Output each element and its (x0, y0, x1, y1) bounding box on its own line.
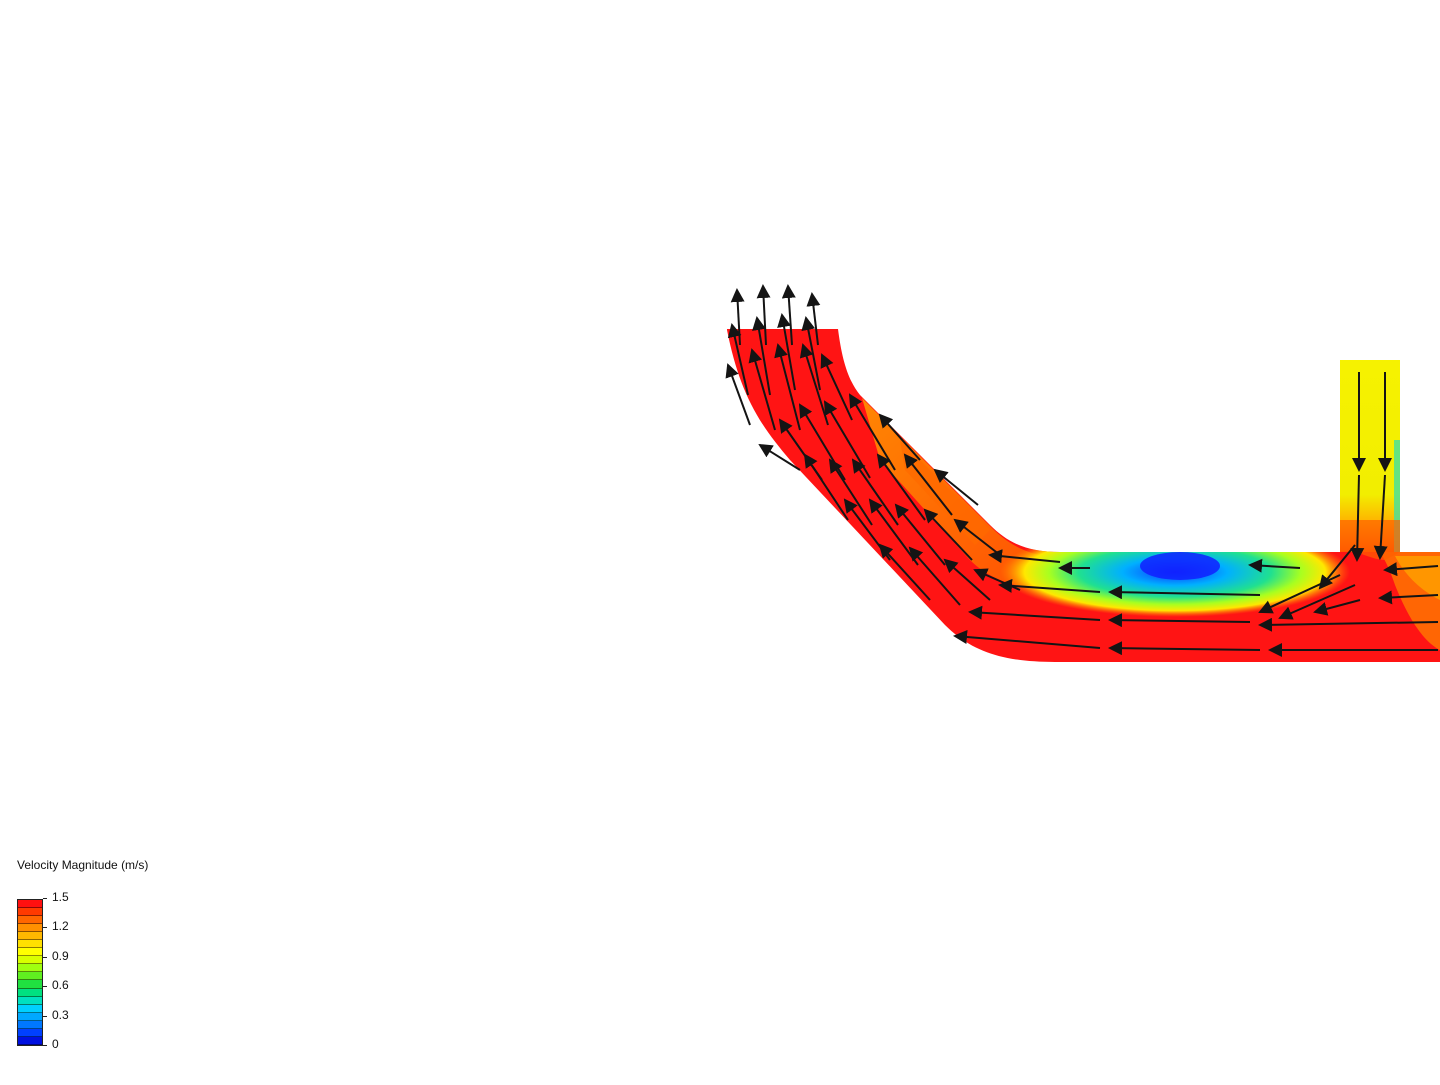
vector-arrow (1108, 641, 1261, 656)
vector-arrow (1278, 584, 1356, 620)
vector-arrow (727, 323, 749, 396)
vector-arrow (933, 468, 979, 506)
color-band (18, 948, 42, 957)
vector-arrow (748, 348, 776, 431)
color-band (18, 908, 42, 917)
vector-arrow (1313, 599, 1361, 616)
vector-arrow (756, 284, 771, 346)
legend-tick-mark (43, 956, 47, 958)
vector-arrow (752, 316, 771, 396)
color-band (18, 956, 42, 965)
color-band (18, 1004, 42, 1013)
legend-tick-label: 0.6 (52, 978, 69, 993)
inlet-wall-layer (1394, 440, 1400, 552)
color-scale-bar (17, 899, 43, 1046)
vector-arrow (1383, 562, 1439, 577)
legend-title: Velocity Magnitude (m/s) (17, 858, 149, 872)
vector-arrow (1373, 474, 1388, 560)
color-band (18, 980, 42, 989)
color-band (18, 940, 42, 949)
color-band (18, 996, 42, 1005)
color-band (18, 900, 42, 909)
legend-tick-label: 1.5 (52, 890, 69, 904)
velocity-legend: Velocity Magnitude (m/s) 1.5 1.2 0.9 0.6 0.3… (14, 858, 234, 1058)
vector-arrow (903, 453, 953, 516)
vector-arrow (851, 458, 899, 526)
vector-arrow (758, 443, 801, 471)
vector-arrow (1350, 474, 1365, 562)
vector-arrow (725, 363, 751, 426)
color-band (18, 964, 42, 973)
color-band (18, 972, 42, 981)
legend-tick-mark (43, 898, 47, 899)
vector-arrow (988, 549, 1061, 564)
vector-arrow (878, 543, 931, 601)
vector-arrow (998, 578, 1101, 593)
vector-arrow (923, 508, 973, 561)
color-band (18, 988, 42, 997)
velocity-vectors (725, 284, 1439, 657)
shear-layer-outer (900, 440, 990, 545)
vector-arrow (943, 558, 991, 601)
legend-tick-mark (43, 986, 47, 988)
vector-arrow (894, 503, 946, 566)
color-band (18, 1012, 42, 1021)
vector-arrow (878, 413, 921, 461)
vector-arrow (953, 518, 1001, 556)
vector-arrow (777, 313, 796, 391)
legend-tick-label: 0 (52, 1037, 59, 1051)
vector-arrow (820, 353, 853, 421)
color-band (18, 1020, 42, 1029)
color-band (18, 916, 42, 925)
vector-arrow (953, 630, 1101, 649)
color-band (18, 1036, 42, 1045)
legend-tick-label: 0.3 (52, 1007, 69, 1022)
vector-arrow (828, 458, 873, 526)
vector-arrow (774, 343, 801, 431)
vector-arrow (1108, 585, 1261, 600)
vector-arrow (876, 453, 926, 521)
vector-arrow (908, 546, 961, 606)
color-band (18, 1028, 42, 1037)
vector-arrow (1378, 590, 1439, 605)
vector-arrow (1318, 544, 1356, 590)
vector-arrow (968, 605, 1101, 621)
legend-tick-label: 0.9 (52, 948, 69, 963)
vector-arrow (1108, 613, 1251, 628)
vector-arrow (803, 453, 849, 521)
legend-tick-mark (43, 1015, 47, 1017)
vector-arrow (1248, 558, 1301, 573)
color-band (18, 932, 42, 941)
recirculation-core (1140, 552, 1220, 580)
legend-tick-mark (43, 927, 47, 929)
color-band (18, 924, 42, 933)
vector-arrow (1258, 617, 1439, 632)
legend-tick-mark (43, 1045, 47, 1046)
legend-tick-label: 1.2 (52, 919, 69, 934)
vector-arrow (799, 343, 829, 426)
